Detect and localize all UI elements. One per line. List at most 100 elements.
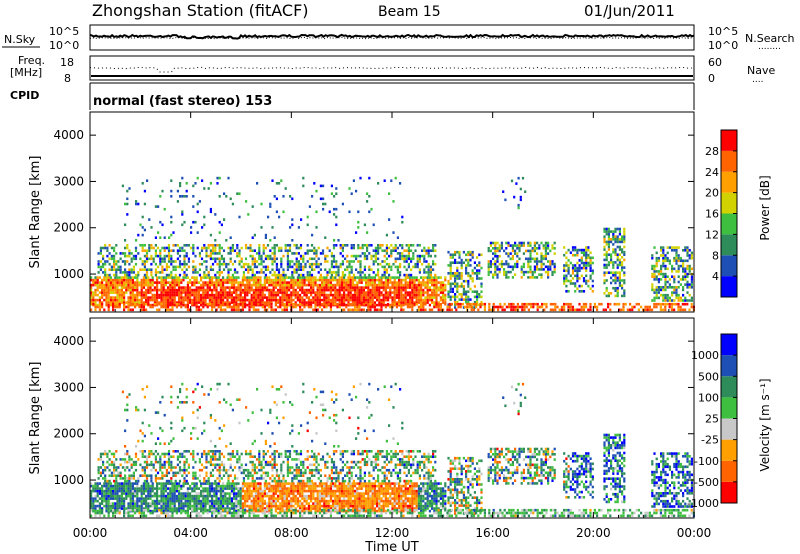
power-cell: [431, 278, 434, 282]
power-cell: [178, 302, 181, 306]
power-cell: [200, 249, 204, 252]
power-cell: [288, 302, 291, 306]
power-cell: [183, 249, 186, 252]
power-cell: [96, 281, 99, 284]
power-cell: [409, 283, 412, 287]
power-cell: [677, 296, 680, 300]
power-cell: [673, 246, 676, 249]
power-cell: [129, 288, 132, 292]
power-cell: [181, 223, 184, 227]
power-cell: [211, 308, 214, 312]
power-cell: [183, 195, 186, 198]
power-cell: [357, 244, 360, 247]
power-cell: [367, 308, 370, 312]
power-cell: [248, 286, 251, 289]
power-cell: [167, 303, 170, 307]
power-cell: [252, 305, 255, 309]
power-cell: [574, 266, 577, 270]
power-cell: [343, 286, 346, 289]
velocity-cell: [118, 494, 121, 498]
power-cell: [318, 291, 321, 294]
power-cell: [509, 270, 512, 274]
power-cell: [417, 293, 420, 297]
power-cell: [334, 301, 337, 304]
power-cell: [623, 289, 626, 292]
velocity-cell: [230, 487, 233, 490]
power-cell: [616, 286, 619, 290]
velocity-cell: [173, 509, 176, 513]
power-cell: [602, 308, 605, 312]
velocity-cell: [125, 507, 128, 510]
power-cell: [136, 293, 139, 297]
power-cell: [277, 305, 280, 309]
power-cell: [147, 281, 150, 284]
power-cell: [142, 302, 145, 306]
power-cell: [156, 286, 159, 289]
power-cell: [211, 291, 214, 294]
freq-unit-label: [MHz]: [10, 66, 42, 79]
power-cell: [294, 291, 297, 294]
power-cell: [399, 271, 402, 274]
power-cell: [313, 268, 316, 271]
power-cell: [333, 195, 336, 198]
power-cell: [365, 283, 368, 287]
velocity-cell: [96, 492, 99, 495]
power-cell: [158, 308, 161, 312]
power-cell: [228, 291, 231, 294]
power-cell: [296, 291, 299, 294]
power-cell: [237, 286, 240, 289]
power-cell: [275, 197, 278, 201]
station-title: Zhongshan Station (fitACF): [92, 1, 309, 20]
noise-panel-frame: [89, 24, 695, 51]
power-cell: [454, 250, 457, 254]
power-cell: [103, 278, 106, 282]
power-cell: [571, 248, 575, 252]
power-cell: [246, 298, 249, 302]
power-cell: [98, 286, 101, 289]
velocity-cell: [250, 489, 253, 493]
velocity-cell: [167, 502, 170, 505]
power-cell: [114, 286, 117, 289]
power-cell: [321, 298, 324, 302]
velocity-cell: [101, 507, 104, 510]
velocity-cell: [142, 507, 145, 510]
power-cell: [666, 251, 669, 255]
velocity-cell: [189, 499, 192, 503]
power-cell: [429, 268, 432, 271]
power-cell: [684, 283, 687, 286]
power-cell: [294, 281, 297, 284]
power-cell: [214, 260, 217, 263]
power-cell: [380, 276, 383, 279]
velocity-cell: [160, 482, 163, 485]
power-cell: [393, 278, 396, 282]
power-cell: [394, 265, 397, 269]
power-cell: [239, 298, 242, 302]
power-cell: [150, 226, 153, 229]
velocity-cell: [156, 499, 159, 503]
power-cell: [119, 257, 122, 261]
power-cell: [216, 182, 219, 185]
power-cell: [360, 301, 363, 304]
power-cell: [116, 298, 119, 302]
power-cell: [618, 248, 621, 251]
power-cell: [141, 262, 144, 266]
power-cell: [244, 268, 248, 271]
power-cell: [252, 308, 255, 312]
power-cell: [109, 278, 112, 282]
power-cell: [233, 308, 236, 312]
power-cell: [192, 268, 195, 271]
velocity-cell: [112, 504, 115, 508]
power-cell: [90, 291, 93, 294]
power-cell: [551, 273, 554, 276]
power-cell: [576, 287, 579, 290]
power-cell: [175, 281, 178, 284]
power-cell: [163, 246, 166, 250]
power-cell: [285, 296, 288, 299]
power-cell: [340, 302, 343, 306]
power-cell: [462, 261, 465, 264]
power-cell: [355, 257, 358, 261]
power-cell: [116, 288, 119, 292]
power-cell: [576, 279, 579, 283]
power-cell: [671, 264, 674, 268]
power-cell: [677, 259, 680, 263]
